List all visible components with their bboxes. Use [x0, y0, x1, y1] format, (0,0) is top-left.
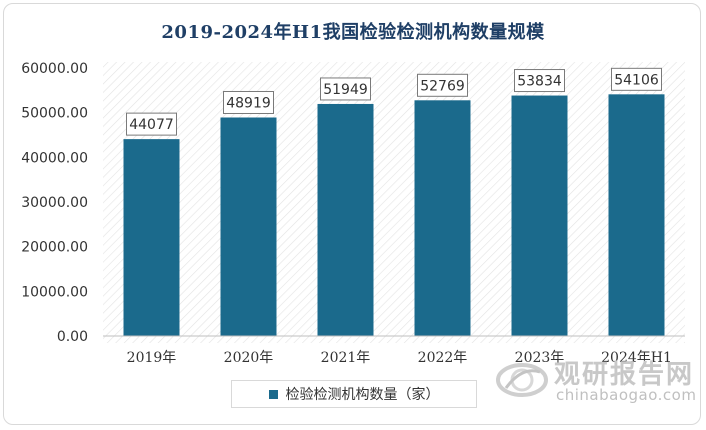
watermark-brand: 观研报告网	[554, 360, 695, 390]
y-tick-label: 30000.00	[21, 195, 88, 211]
data-label-box	[514, 69, 565, 93]
x-tick-label: 2022年	[418, 350, 468, 366]
bar	[317, 103, 374, 336]
watermark: 观研报告网 chinabaogao.com	[492, 352, 697, 412]
y-tick-label: 0.00	[57, 329, 88, 345]
data-label: 52769	[420, 78, 465, 94]
data-label-box	[611, 67, 662, 91]
legend: 检验检测机构数量（家）	[231, 380, 477, 408]
watermark-domain: chinabaogao.com	[556, 386, 697, 404]
bar	[608, 94, 665, 336]
y-tick-label: 50000.00	[21, 106, 88, 122]
y-tick-label: 60000.00	[21, 61, 88, 77]
x-tick-label: 2023年	[515, 350, 565, 366]
plot-area-background	[103, 62, 685, 343]
data-label-box	[417, 73, 468, 97]
data-label-box	[223, 90, 274, 114]
bar	[414, 100, 471, 337]
data-label: 54106	[614, 72, 659, 88]
data-label: 53834	[517, 74, 562, 90]
data-label-box	[126, 112, 177, 136]
data-label: 44077	[129, 117, 174, 133]
data-label-box	[320, 77, 371, 101]
y-tick-label: 40000.00	[21, 150, 88, 166]
bar	[220, 117, 277, 336]
x-tick-label: 2024年H1	[601, 350, 672, 366]
bar	[511, 95, 568, 336]
x-tick-label: 2019年	[127, 350, 177, 366]
x-tick-label: 2020年	[224, 350, 274, 366]
x-tick-label: 2021年	[321, 350, 371, 366]
data-label: 48919	[226, 95, 271, 111]
y-tick-label: 20000.00	[21, 240, 88, 256]
y-tick-label: 10000.00	[21, 284, 88, 300]
legend-label: 检验检测机构数量（家）	[285, 387, 440, 403]
legend-swatch	[268, 389, 278, 399]
chart-title: 2019-2024年H1我国检验检测机构数量规模	[161, 22, 545, 43]
bar	[123, 139, 180, 336]
data-label: 51949	[323, 82, 368, 98]
globe-logo-icon	[496, 363, 548, 397]
